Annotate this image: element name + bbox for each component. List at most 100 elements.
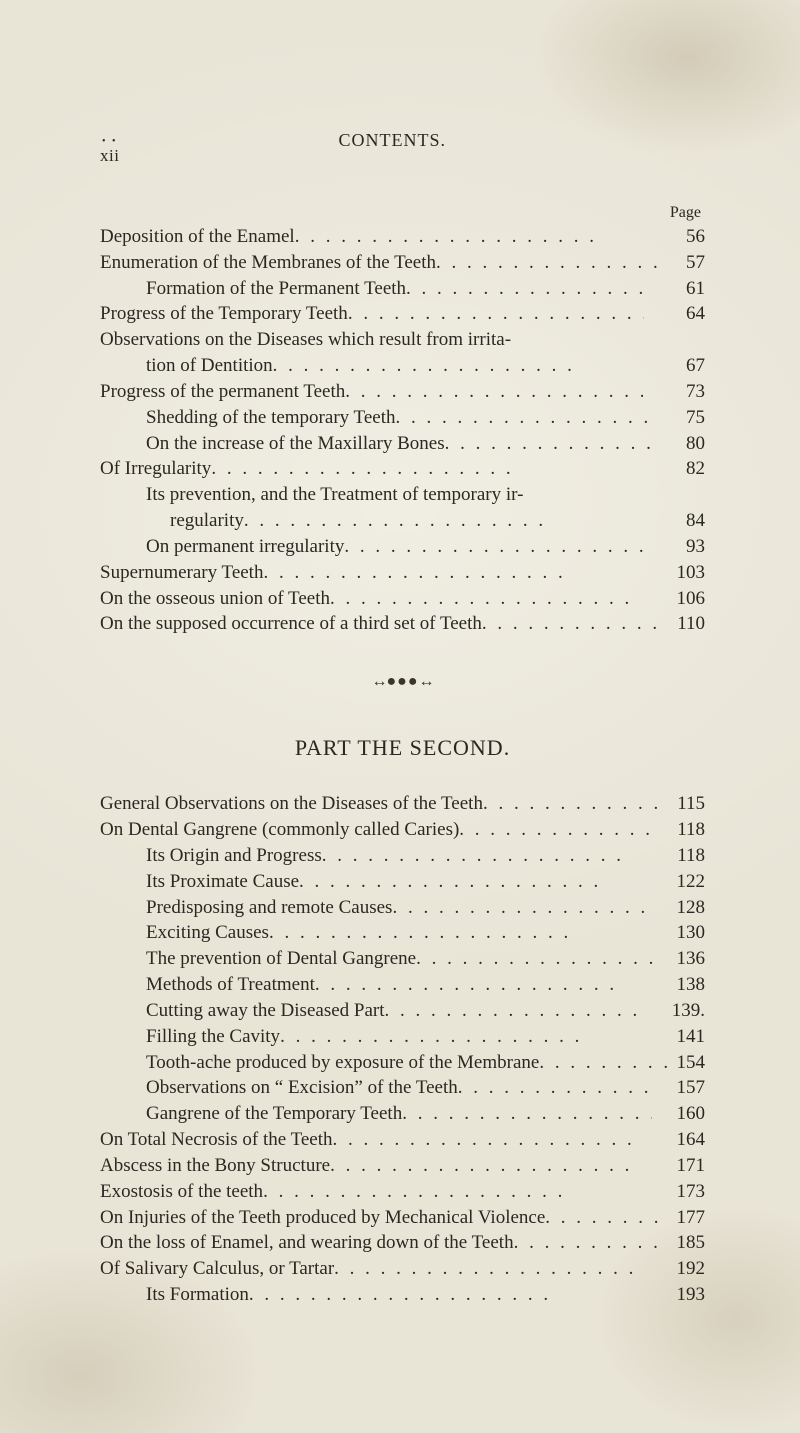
running-title: CONTENTS.	[338, 130, 446, 151]
toc-row: The prevention of Dental Gangrene136	[100, 946, 705, 972]
toc-entry-label: Predisposing and remote Causes	[146, 895, 392, 921]
dot-leader	[458, 1075, 661, 1101]
toc-row: Gangrene of the Temporary Teeth160	[100, 1101, 705, 1127]
dot-leader	[263, 1179, 643, 1205]
toc-row: On the osseous union of Teeth 106	[100, 586, 705, 612]
toc-entry-label: Tooth-ache produced by exposure of the M…	[146, 1050, 539, 1076]
dot-leader	[345, 379, 643, 405]
toc-row: Observations on “ Excision” of the Teeth…	[100, 1075, 705, 1101]
toc-row: On permanent irregularity93	[100, 534, 705, 560]
toc-page-number: 139.	[649, 998, 705, 1024]
dot-leader	[299, 869, 643, 895]
dot-leader	[539, 1050, 668, 1076]
toc-entry-label: On Dental Gangrene (commonly called Cari…	[100, 817, 459, 843]
toc-page-number: 118	[643, 843, 705, 869]
toc-entry-label: Its Origin and Progress	[146, 843, 322, 869]
dot-leader	[269, 920, 643, 946]
toc-entry-label: Its Formation	[146, 1282, 249, 1308]
toc-entry-label: On the supposed occurrence of a third se…	[100, 611, 482, 637]
toc-row: Methods of Treatment138	[100, 972, 705, 998]
toc-entry-label: Formation of the Permanent Teeth	[146, 276, 406, 302]
dot-leader	[211, 456, 643, 482]
dot-leader	[395, 405, 650, 431]
toc-page-number: 177	[669, 1205, 706, 1231]
toc-page-number: 56	[643, 224, 705, 250]
toc-row: Observations on the Diseases which resul…	[100, 327, 705, 353]
dot-leader	[263, 560, 643, 586]
dot-leader	[459, 817, 660, 843]
toc-row: Abscess in the Bony Structure 171	[100, 1153, 705, 1179]
part-title: PART THE SECOND.	[100, 735, 705, 761]
toc-entry-label: Methods of Treatment	[146, 972, 315, 998]
toc-row: Its prevention, and the Treatment of tem…	[100, 482, 705, 508]
toc-row: tion of Dentition67	[100, 353, 705, 379]
toc-page-number: 173	[643, 1179, 705, 1205]
toc-entry-label: Supernumerary Teeth	[100, 560, 263, 586]
toc-row: Enumeration of the Membranes of the Teet…	[100, 250, 705, 276]
toc-row: Its Proximate Cause 122	[100, 869, 705, 895]
toc-entry-label: On the loss of Enamel, and wearing down …	[100, 1230, 514, 1256]
toc-row: Progress of the Temporary Teeth64	[100, 301, 705, 327]
running-head: • • xii CONTENTS.	[100, 130, 705, 168]
folio-diaeresis: • •	[100, 140, 119, 144]
dot-leader	[402, 1101, 652, 1127]
toc-row: Filling the Cavity141	[100, 1024, 705, 1050]
toc-page-number: 122	[643, 869, 705, 895]
dot-leader	[514, 1230, 669, 1256]
toc-row: Exostosis of the teeth173	[100, 1179, 705, 1205]
toc-row: Of Salivary Calculus, or Tartar192	[100, 1256, 705, 1282]
toc-page-number: 84	[643, 508, 705, 534]
dot-leader	[436, 250, 657, 276]
toc-page-number: 106	[643, 586, 705, 612]
dot-leader	[330, 1153, 643, 1179]
toc-row: On Dental Gangrene (commonly called Cari…	[100, 817, 705, 843]
toc-page-number: 128	[650, 895, 705, 921]
dot-leader	[333, 1127, 644, 1153]
toc-entry-label: Its prevention, and the Treatment of tem…	[146, 482, 523, 508]
toc-page-number: 118	[661, 817, 705, 843]
toc-row: Shedding of the temporary Teeth 75	[100, 405, 705, 431]
dot-leader	[273, 353, 643, 379]
ornament-right: ↔	[419, 673, 434, 690]
toc-page-number: 110	[664, 611, 705, 637]
toc-entry-label: Abscess in the Bony Structure	[100, 1153, 330, 1179]
dot-leader	[330, 586, 643, 612]
toc-entry-label: Its Proximate Cause	[146, 869, 299, 895]
toc-entry-label: On Total Necrosis of the Teeth	[100, 1127, 333, 1153]
toc-page-number: 80	[658, 431, 705, 457]
toc-section-1: Deposition of the Enamel 56Enumeration of…	[100, 224, 705, 637]
dot-leader	[406, 276, 652, 302]
toc-page-number: 73	[643, 379, 705, 405]
toc-page-number: 75	[651, 405, 705, 431]
section-ornament: ↔●●●↔	[100, 673, 705, 691]
toc-section-2: General Observations on the Diseases of …	[100, 791, 705, 1308]
toc-entry-label: On the increase of the Maxillary Bones	[146, 431, 445, 457]
dot-leader	[334, 1256, 643, 1282]
dot-leader	[249, 1282, 643, 1308]
toc-row: Deposition of the Enamel 56	[100, 224, 705, 250]
toc-page-number: 93	[643, 534, 705, 560]
toc-page-number: 171	[643, 1153, 705, 1179]
toc-entry-label: Deposition of the Enamel	[100, 224, 295, 250]
toc-entry-label: General Observations on the Diseases of …	[100, 791, 483, 817]
dot-leader	[416, 946, 654, 972]
toc-entry-label: Exciting Causes	[146, 920, 269, 946]
toc-entry-label: tion of Dentition	[146, 353, 273, 379]
toc-row: On the loss of Enamel, and wearing down …	[100, 1230, 705, 1256]
toc-page-number: 130	[643, 920, 705, 946]
toc-page-number: 154	[669, 1050, 706, 1076]
toc-entry-label: On the osseous union of Teeth	[100, 586, 330, 612]
dot-leader	[280, 1024, 643, 1050]
dot-leader	[244, 508, 643, 534]
dot-leader	[322, 843, 643, 869]
toc-page-number: 57	[657, 250, 705, 276]
dot-leader	[348, 301, 644, 327]
dot-leader	[315, 972, 643, 998]
toc-row: Its Formation193	[100, 1282, 705, 1308]
toc-entry-label: The prevention of Dental Gangrene	[146, 946, 416, 972]
toc-entry-label: Shedding of the temporary Teeth	[146, 405, 395, 431]
toc-page-number: 82	[643, 456, 705, 482]
toc-row: On Injuries of the Teeth produced by Mec…	[100, 1205, 705, 1231]
toc-page-number: 164	[643, 1127, 705, 1153]
toc-entry-label: On Injuries of the Teeth produced by Mec…	[100, 1205, 545, 1231]
